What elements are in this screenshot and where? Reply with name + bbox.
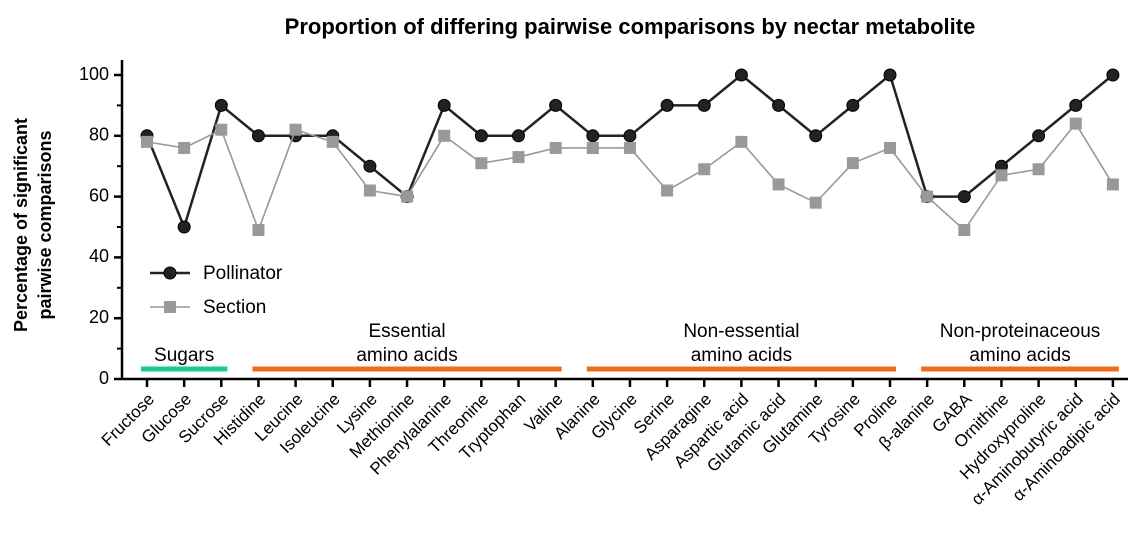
marker (437, 98, 451, 112)
marker (363, 184, 376, 197)
marker (809, 196, 822, 209)
y-axis-label: Percentage of significant (11, 118, 31, 332)
marker (1106, 68, 1120, 82)
group-label: Non-essential (683, 321, 799, 342)
marker (660, 98, 674, 112)
marker (141, 135, 153, 148)
marker (735, 135, 748, 148)
y-tick-label: 60 (89, 185, 109, 205)
marker (772, 178, 785, 191)
marker (252, 224, 265, 237)
marker (661, 184, 674, 197)
marker (512, 151, 525, 164)
marker (177, 220, 191, 234)
marker (957, 190, 971, 204)
legend-label: Section (203, 297, 266, 318)
y-tick-label: 40 (89, 246, 109, 266)
group-label: Essential (368, 321, 445, 342)
marker (326, 135, 339, 148)
marker (698, 163, 711, 176)
y-tick-label: 20 (89, 307, 109, 327)
marker (623, 141, 636, 154)
marker (1069, 98, 1083, 112)
marker (809, 129, 823, 143)
marker (697, 98, 711, 112)
y-tick-label: 100 (79, 64, 109, 84)
marker (846, 157, 859, 170)
marker (883, 68, 897, 82)
marker (1106, 178, 1119, 191)
marker (475, 157, 488, 170)
marker (401, 190, 414, 203)
group-label: amino acids (356, 345, 457, 366)
marker (586, 141, 599, 154)
legend-marker (163, 266, 177, 280)
marker (846, 98, 860, 112)
group-label: amino acids (691, 345, 792, 366)
marker (958, 224, 971, 237)
marker (1032, 163, 1045, 176)
marker (512, 129, 525, 143)
legend-marker (164, 301, 176, 313)
y-axis-label: pairwise comparisons (35, 130, 55, 319)
marker (734, 68, 748, 82)
marker (623, 129, 637, 143)
marker (251, 129, 265, 143)
marker (1032, 129, 1046, 143)
marker (549, 141, 562, 154)
marker (178, 141, 191, 154)
y-tick-label: 80 (89, 125, 109, 145)
marker (921, 190, 934, 203)
marker (474, 129, 488, 143)
marker (884, 141, 896, 154)
group-label: amino acids (969, 345, 1070, 366)
marker (772, 98, 786, 112)
marker (363, 159, 377, 173)
legend-label: Pollinator (203, 263, 283, 284)
marker (549, 98, 563, 112)
marker (1069, 117, 1082, 130)
marker (214, 98, 228, 112)
chart-title: Proportion of differing pairwise compari… (285, 14, 976, 39)
y-tick-label: 0 (99, 368, 109, 388)
marker (995, 169, 1008, 182)
marker (586, 129, 600, 143)
marker (438, 129, 451, 142)
group-label: Non-proteinaceous (940, 321, 1101, 342)
marker (215, 123, 228, 136)
group-label: Sugars (154, 345, 214, 366)
marker (289, 123, 302, 136)
